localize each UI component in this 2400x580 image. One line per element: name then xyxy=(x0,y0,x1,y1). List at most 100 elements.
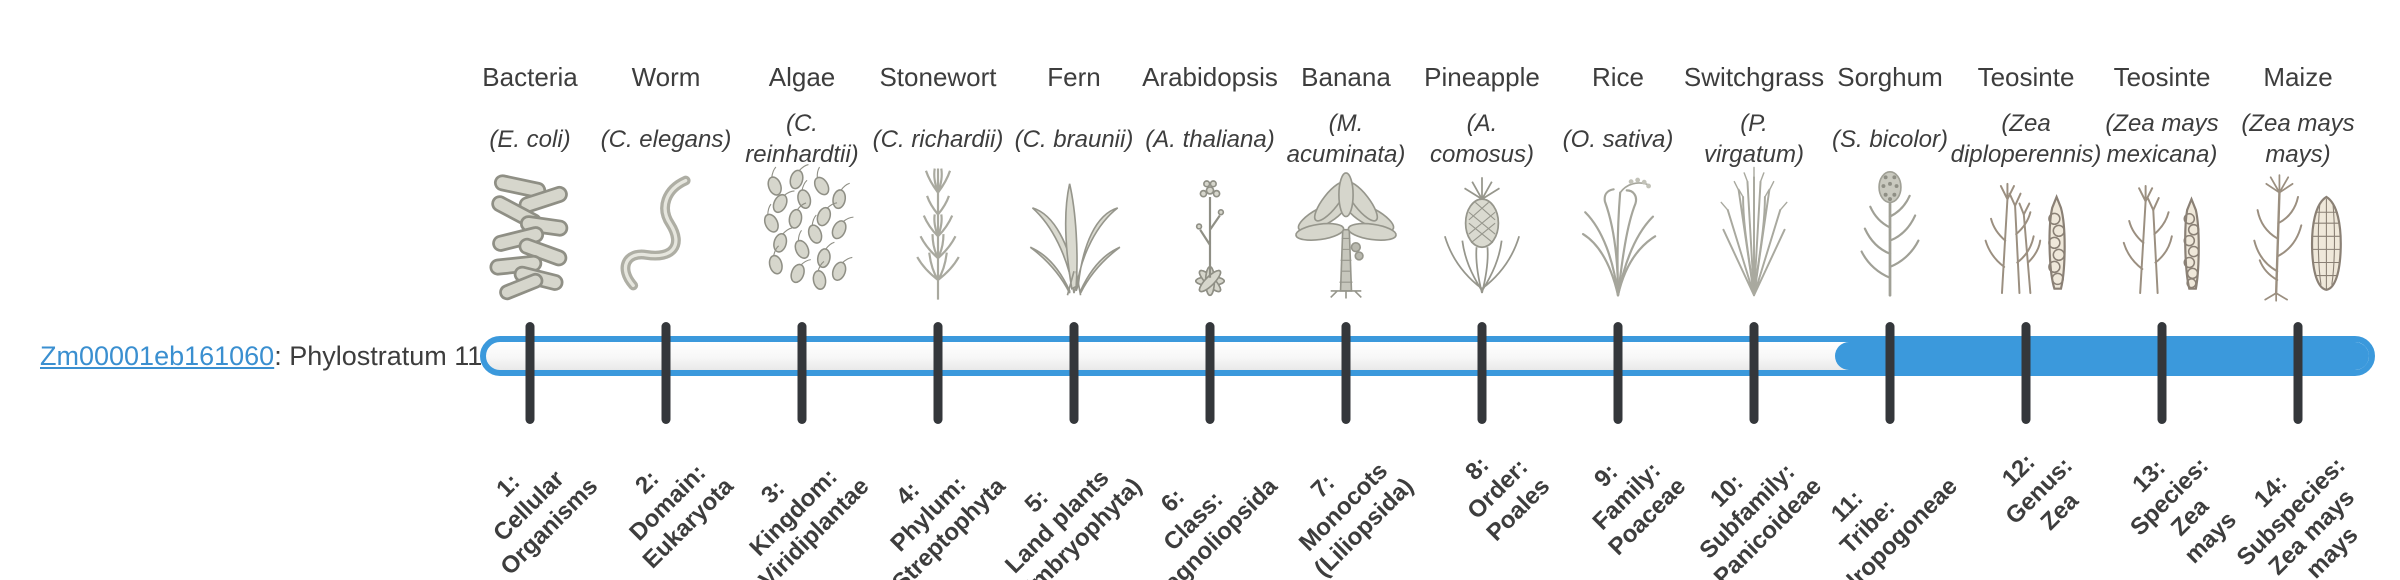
icon-box-maize xyxy=(2228,158,2368,304)
organism-name-maize: Maize xyxy=(2263,62,2333,92)
tick-mark-13 xyxy=(2157,322,2167,424)
phylostratum-label-text-10: 10: Subfamily: Panicoideae xyxy=(1694,458,1827,580)
phylostratum-label-1: 1: Cellular Organisms xyxy=(142,431,603,580)
phylostratum-label-10: 10: Subfamily: Panicoideae xyxy=(1366,431,1826,580)
tick-mark-2 xyxy=(661,322,671,424)
organism-name-teosinte-diploperennis: Teosinte xyxy=(1977,62,2075,92)
fern-icon xyxy=(1013,162,1135,304)
phylostratum-label-text-9: 9: Family: Poaceae xyxy=(1587,456,1691,561)
phylostratum-label-text-5: 5: Land plants (Embryophyta) xyxy=(999,464,1147,580)
organism-name-worm: Worm xyxy=(631,62,701,92)
phylostratum-label-6: 6: Class: Magnoliopsida xyxy=(822,431,1283,580)
gene-id-link[interactable]: Zm00001eb161060 xyxy=(40,340,275,371)
icon-box-sorghum xyxy=(1820,158,1960,304)
tick-mark-12 xyxy=(2021,322,2031,424)
worm-icon xyxy=(605,162,727,304)
phylostratum-label-8: 8: Order: Poales xyxy=(1094,431,1555,547)
icon-box-stonewort xyxy=(868,158,1008,304)
phylostratum-label-text-8: 8: Order: Poales xyxy=(1459,451,1555,547)
algae-icon xyxy=(741,162,863,304)
organism-name-sorghum: Sorghum xyxy=(1837,62,1943,92)
organism-name-algae: Algae xyxy=(768,62,836,92)
organism-name-stonewort: Stonewort xyxy=(879,62,997,92)
tick-mark-11 xyxy=(1885,322,1895,424)
phylostratum-bar xyxy=(480,336,2375,376)
phylostratum-label-11: 11: Tribe: Andropogoneae xyxy=(1502,431,1963,580)
phylostratum-label-text-3: 3: Kingdom: Viridiplantae xyxy=(744,463,875,580)
icon-box-algae xyxy=(732,158,872,304)
tick-mark-10 xyxy=(1749,322,1759,424)
organism-species-switchgrass: (P. virgatum) xyxy=(1703,110,1805,168)
icon-box-pineapple xyxy=(1412,158,1552,304)
rice-icon xyxy=(1557,162,1679,304)
organism-species-maize: (Zea mays mays) xyxy=(2241,110,2355,168)
organism-species-arabidopsis: (A. thaliana) xyxy=(1145,125,1275,153)
phylostratum-label-12: 12: Genus: Zea xyxy=(1638,431,2084,536)
tick-mark-6 xyxy=(1205,322,1215,424)
icon-box-teosinte-diploperennis xyxy=(1956,158,2096,304)
phylostratum-label-text-14: 14: Subspecies: Zea mays mays xyxy=(2231,452,2364,580)
tick-mark-1 xyxy=(525,322,535,424)
organism-species-rice: (O. sativa) xyxy=(1562,125,1674,153)
switchgrass-icon xyxy=(1693,162,1815,304)
stonewort-icon xyxy=(877,162,999,304)
phylostratum-label-text-11: 11: Tribe: Andropogoneae xyxy=(1813,472,1963,580)
phylostratum-label-5: 5: Land plants (Embryophyta) xyxy=(686,431,1147,580)
tick-mark-7 xyxy=(1341,322,1351,424)
icon-box-bacteria xyxy=(460,158,600,304)
phylostratum-label-text-2: 2: Domain: Eukaryota xyxy=(624,459,739,574)
phylostratum-label-9: 9: Family: Poaceae xyxy=(1230,431,1691,561)
organism-species-pineapple: (A. comosus) xyxy=(1429,110,1535,168)
pineapple-icon xyxy=(1421,162,1543,304)
arabidopsis-icon xyxy=(1149,162,1271,304)
organism-name-bacteria: Bacteria xyxy=(482,62,578,92)
tick-mark-9 xyxy=(1613,322,1623,424)
teosinte-diploperennis-icon xyxy=(1965,162,2087,304)
sorghum-icon xyxy=(1829,162,1951,304)
icon-box-rice xyxy=(1548,158,1688,304)
phylostratum-label-7: 7: Monocots (Liliopsida) xyxy=(958,431,1419,580)
tick-mark-5 xyxy=(1069,322,1079,424)
organism-species-teosinte-mexicana: (Zea mays mexicana) xyxy=(2105,110,2219,168)
bacteria-icon xyxy=(469,162,591,304)
phylostratum-label-text-6: 6: Class: Magnoliopsida xyxy=(1144,472,1283,580)
organism-species-fern: (C. braunii) xyxy=(1014,125,1134,153)
gene-phylostratum-text: : Phylostratum 11 xyxy=(274,340,483,371)
icon-box-teosinte-mexicana xyxy=(2092,158,2232,304)
phylostratum-label-14: 14: Subspecies: Zea mays mays xyxy=(1910,431,2363,580)
tick-mark-3 xyxy=(797,322,807,424)
organism-name-rice: Rice xyxy=(1591,62,1644,92)
organism-species-worm: (C. elegans) xyxy=(600,125,732,153)
organism-name-arabidopsis: Arabidopsis xyxy=(1142,62,1278,92)
tick-mark-14 xyxy=(2293,322,2303,424)
icon-box-arabidopsis xyxy=(1140,158,1280,304)
phylostratum-label-text-1: 1: Cellular Organisms xyxy=(487,465,603,580)
tick-mark-8 xyxy=(1477,322,1487,424)
gene-label: Zm00001eb161060: Phylostratum 11 xyxy=(40,336,482,376)
organism-species-stonewort: (C. richardii) xyxy=(872,125,1004,153)
organism-species-algae: (C. reinhardtii) xyxy=(745,110,859,168)
icon-box-switchgrass xyxy=(1684,158,1824,304)
maize-icon xyxy=(2237,162,2359,304)
teosinte-mexicana-icon xyxy=(2101,162,2223,304)
tick-mark-4 xyxy=(933,322,943,424)
phylostratum-bar-fill xyxy=(1835,342,2369,370)
organism-name-banana: Banana xyxy=(1301,62,1391,92)
phylostratum-label-2: 2: Domain: Eukaryota xyxy=(278,431,739,574)
organism-species-sorghum: (S. bicolor) xyxy=(1831,125,1949,153)
icon-box-banana xyxy=(1276,158,1416,304)
organism-name-switchgrass: Switchgrass xyxy=(1683,62,1825,92)
icon-box-fern xyxy=(1004,158,1144,304)
phylostratum-label-text-7: 7: Monocots (Liliopsida) xyxy=(1293,457,1419,580)
organism-name-teosinte-mexicana: Teosinte xyxy=(2113,62,2211,92)
organism-species-banana: (M. acuminata) xyxy=(1286,110,1406,168)
phylostratum-label-text-13: 13: Species: Zea mays xyxy=(2125,452,2243,569)
phylostratum-label-text-12: 12: Genus: Zea xyxy=(1997,448,2085,536)
phylostratum-label-text-4: 4: Phylum: Streptophyta xyxy=(885,471,1011,580)
organism-name-fern: Fern xyxy=(1047,62,1101,92)
icon-box-worm xyxy=(596,158,736,304)
phylostratum-label-3: 3: Kingdom: Viridiplantae xyxy=(414,431,875,580)
organism-species-teosinte-diploperennis: (Zea diploperennis) xyxy=(1950,110,2102,168)
organism-species-bacteria: (E. coli) xyxy=(489,125,571,153)
